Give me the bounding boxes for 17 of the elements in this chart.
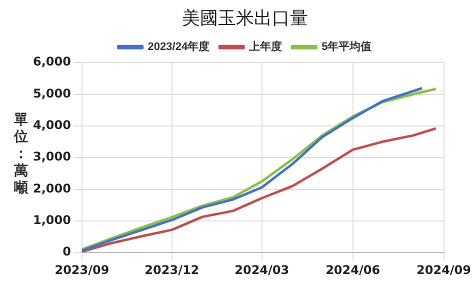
chart-title: 美國玉米出口量 [182,8,308,28]
x-tick-label: 2024/03 [234,262,290,277]
y-tick-label: 5,000 [32,86,71,100]
x-tick-label: 2024/06 [326,262,380,277]
y-tick-label: 0 [62,244,71,259]
x-tick-label: 2023/09 [54,262,110,277]
y-tick-label: 2,000 [32,181,71,196]
y-axis-title: 單位：萬噸 [12,112,29,197]
y-tick-label: 3,000 [32,150,71,164]
legend-label: 上年度 [248,40,282,54]
y-tick-label: 6,000 [32,54,71,69]
y-tick-label: 1,000 [32,213,71,228]
x-tick-label: 2024/09 [416,262,471,277]
x-tick-label: 2023/12 [144,262,200,277]
y-tick-label: 4,000 [32,118,71,132]
legend-label: 2023/24年度 [148,40,210,54]
legend-label: 5年平均值 [322,40,372,54]
